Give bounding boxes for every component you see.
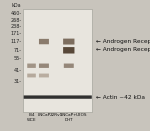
Text: LNCaP+
DHT: LNCaP+ DHT — [60, 113, 77, 122]
Text: 238-: 238- — [10, 24, 21, 29]
Text: 31-: 31- — [14, 79, 21, 84]
Text: LNCaP: LNCaP — [37, 113, 51, 117]
Text: ← Androgen Receptor: ← Androgen Receptor — [96, 39, 150, 44]
Text: 22Rv1: 22Rv1 — [50, 113, 63, 117]
Text: ← Androgen Receptor (AR-V7): ← Androgen Receptor (AR-V7) — [96, 47, 150, 52]
Bar — [23, 9, 92, 112]
FancyBboxPatch shape — [39, 39, 49, 44]
FancyBboxPatch shape — [27, 64, 36, 68]
FancyBboxPatch shape — [24, 95, 92, 99]
Text: 41-: 41- — [14, 68, 21, 73]
FancyBboxPatch shape — [39, 74, 49, 77]
Text: kDa: kDa — [12, 3, 21, 8]
Text: 171-: 171- — [10, 31, 21, 36]
Text: U2OS: U2OS — [75, 113, 87, 117]
Text: 268-: 268- — [10, 18, 21, 23]
Text: 71-: 71- — [14, 48, 21, 53]
Text: 117-: 117- — [10, 39, 21, 44]
Text: 55-: 55- — [14, 56, 21, 61]
FancyBboxPatch shape — [64, 64, 74, 68]
FancyBboxPatch shape — [63, 39, 74, 45]
Text: 460-: 460- — [10, 11, 21, 16]
FancyBboxPatch shape — [63, 47, 74, 54]
Text: IB4
WCE: IB4 WCE — [27, 113, 36, 122]
FancyBboxPatch shape — [27, 74, 36, 77]
FancyBboxPatch shape — [39, 64, 49, 68]
Text: ← Actin ~42 kDa: ← Actin ~42 kDa — [96, 95, 145, 100]
